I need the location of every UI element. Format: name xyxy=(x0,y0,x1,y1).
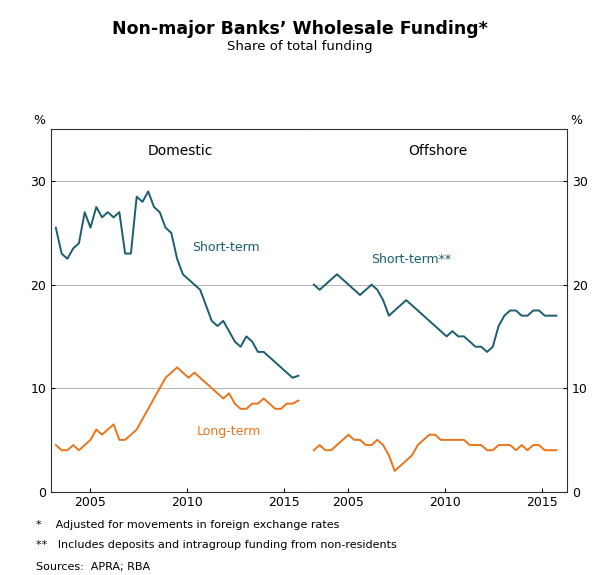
Text: Domestic: Domestic xyxy=(148,144,212,158)
Text: Short-term: Short-term xyxy=(193,240,260,254)
Text: *    Adjusted for movements in foreign exchange rates: * Adjusted for movements in foreign exch… xyxy=(36,520,340,530)
Text: Offshore: Offshore xyxy=(409,144,467,158)
Text: Short-term**: Short-term** xyxy=(371,253,451,266)
Text: %: % xyxy=(33,113,45,126)
Text: **   Includes deposits and intragroup funding from non-residents: ** Includes deposits and intragroup fund… xyxy=(36,540,397,550)
Text: %: % xyxy=(570,113,582,126)
Text: Sources:  APRA; RBA: Sources: APRA; RBA xyxy=(36,562,150,572)
Text: Share of total funding: Share of total funding xyxy=(227,40,373,53)
Text: Non-major Banks’ Wholesale Funding*: Non-major Banks’ Wholesale Funding* xyxy=(112,20,488,38)
Text: Long-term: Long-term xyxy=(196,425,261,438)
